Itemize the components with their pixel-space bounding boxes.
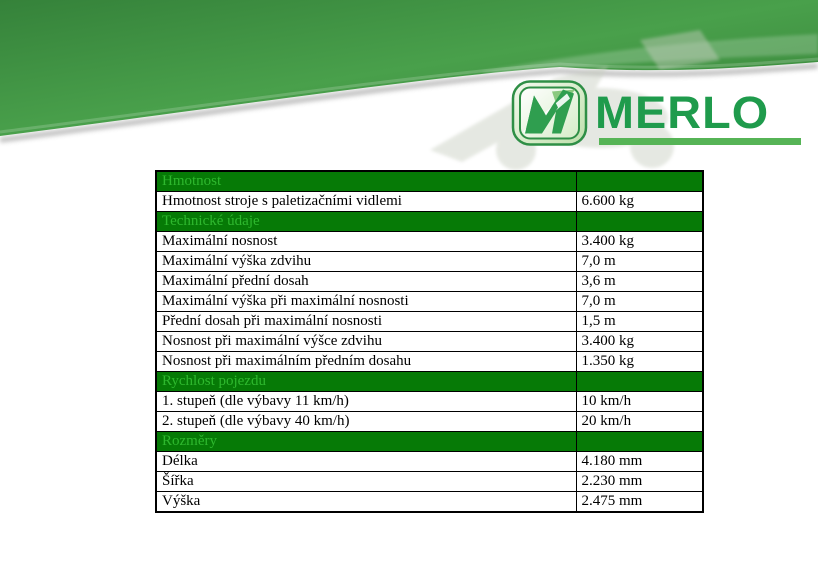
spec-label: 2. stupeň (dle výbavy 40 km/h) <box>155 411 577 432</box>
wordmark-underline-bar <box>599 138 801 145</box>
merlo-wordmark: MERLO <box>595 87 770 138</box>
spec-label: Nosnost při maximálním předním dosahu <box>155 351 577 372</box>
banner-green-shape <box>0 0 818 136</box>
spec-row: 2. stupeň (dle výbavy 40 km/h) 20 km/h <box>155 411 704 432</box>
spec-row: Výška 2.475 mm <box>155 491 704 513</box>
spec-row: Délka 4.180 mm <box>155 451 704 472</box>
banner-edge-shadow <box>0 63 818 143</box>
spec-label: Maximální výška zdvihu <box>155 251 577 272</box>
spec-row: Nosnost při maximální výšce zdvihu 3.400 … <box>155 331 704 352</box>
section-title: Technické údaje <box>155 211 577 232</box>
section-title: Hmotnost <box>155 170 577 192</box>
section-header-row: Hmotnost <box>155 170 704 192</box>
section-title-spacer <box>575 170 704 192</box>
merlo-m-monogram-icon <box>511 80 588 146</box>
section-title: Rychlost pojezdu <box>155 371 577 392</box>
spec-row: Maximální nosnost 3.400 kg <box>155 231 704 252</box>
spec-row: Šířka 2.230 mm <box>155 471 704 492</box>
spec-row: Maximální přední dosah 3,6 m <box>155 271 704 292</box>
spec-label: Šířka <box>155 471 577 492</box>
spec-row: Nosnost při maximálním předním dosahu 1.3… <box>155 351 704 372</box>
spec-label: Hmotnost stroje s paletizačními vidlemi <box>155 191 577 212</box>
spec-value: 20 km/h <box>575 411 704 432</box>
spec-row: Maximální výška při maximální nosnosti 7,… <box>155 291 704 312</box>
spec-row: Hmotnost stroje s paletizačními vidlemi 6… <box>155 191 704 212</box>
spec-row: 1. stupeň (dle výbavy 11 km/h) 10 km/h <box>155 391 704 412</box>
spec-row: Přední dosah při maximální nosnosti 1,5 m <box>155 311 704 332</box>
spec-label: Nosnost při maximální výšce zdvihu <box>155 331 577 352</box>
spec-value: 1,5 m <box>575 311 704 332</box>
spec-value: 7,0 m <box>575 291 704 312</box>
banner-swoosh-highlight <box>480 34 818 74</box>
spec-label: Maximální výška při maximální nosnosti <box>155 291 577 312</box>
section-header-row: Rychlost pojezdu <box>155 371 704 392</box>
spec-value: 2.475 mm <box>575 491 704 513</box>
section-title-spacer <box>575 371 704 392</box>
section-header-row: Technické údaje <box>155 211 704 232</box>
spec-value: 3.400 kg <box>575 231 704 252</box>
spec-label: 1. stupeň (dle výbavy 11 km/h) <box>155 391 577 412</box>
spec-value: 2.230 mm <box>575 471 704 492</box>
spec-value: 3.400 kg <box>575 331 704 352</box>
spec-value: 10 km/h <box>575 391 704 412</box>
spec-label: Maximální nosnost <box>155 231 577 252</box>
spec-value: 6.600 kg <box>575 191 704 212</box>
spec-value: 1.350 kg <box>575 351 704 372</box>
section-header-row: Rozměry <box>155 431 704 452</box>
spec-label: Maximální přední dosah <box>155 271 577 292</box>
spec-table: Hmotnost Hmotnost stroje s paletizačními … <box>155 170 704 513</box>
spec-table-body: Hmotnost Hmotnost stroje s paletizačními … <box>155 170 704 513</box>
section-title: Rozměry <box>155 431 577 452</box>
banner-edge-highlight <box>0 57 818 134</box>
spec-label: Přední dosah při maximální nosnosti <box>155 311 577 332</box>
spec-label: Délka <box>155 451 577 472</box>
section-title-spacer <box>575 211 704 232</box>
spec-label: Výška <box>155 491 577 513</box>
header-banner: MERLO <box>0 0 818 175</box>
spec-value: 4.180 mm <box>575 451 704 472</box>
section-title-spacer <box>575 431 704 452</box>
spec-row: Maximální výška zdvihu 7,0 m <box>155 251 704 272</box>
spec-value: 3,6 m <box>575 271 704 292</box>
merlo-logo-badge <box>511 79 589 148</box>
spec-value: 7,0 m <box>575 251 704 272</box>
